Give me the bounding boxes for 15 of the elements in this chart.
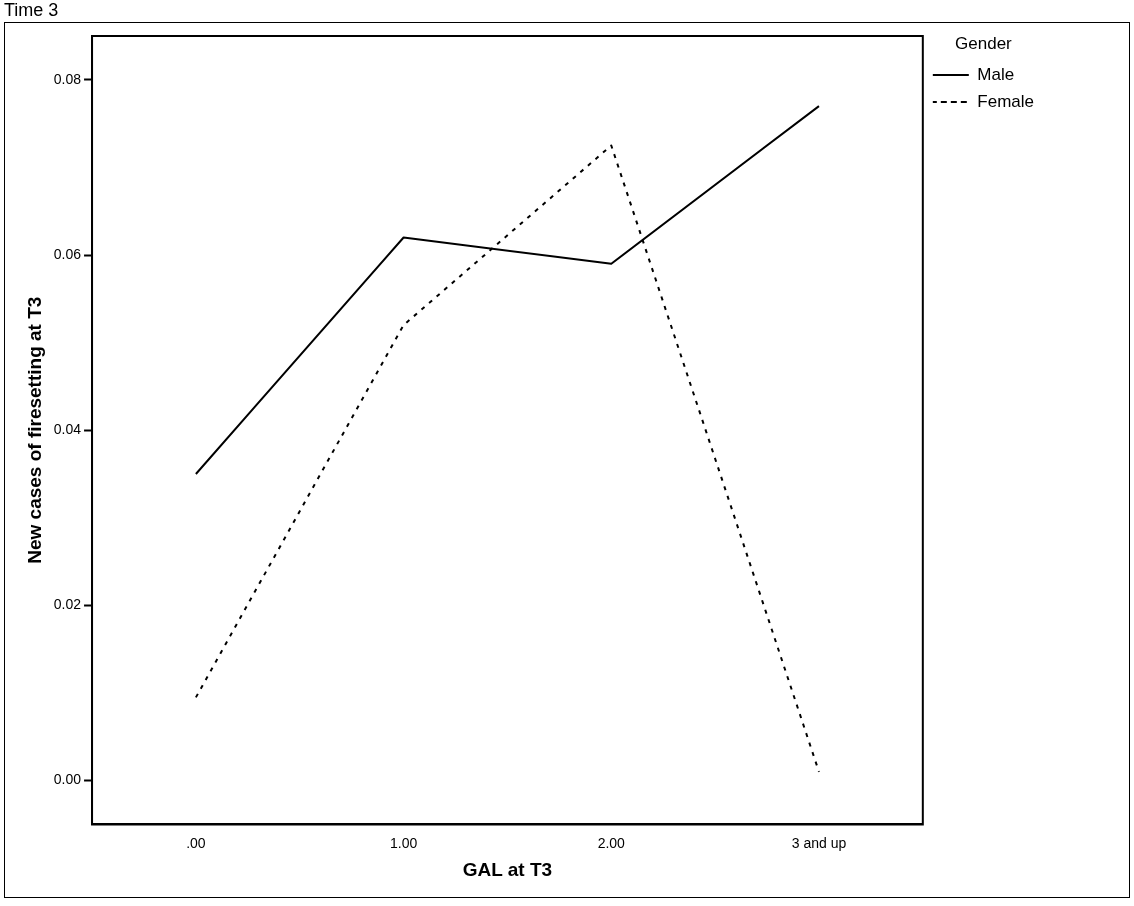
y-tick-label: 0.02: [53, 596, 82, 613]
legend-title: Gender: [955, 34, 1013, 54]
x-axis-title: GAL at T3: [462, 858, 553, 880]
y-axis-title: New cases of firesetting at T3: [23, 296, 45, 564]
x-tick-label: 3 and up: [791, 834, 847, 851]
y-tick-label: 0.04: [53, 421, 82, 438]
x-tick-label: 1.00: [389, 834, 418, 851]
y-tick-label: 0.08: [53, 70, 82, 87]
chart-title: Time 3: [4, 0, 59, 20]
x-tick-label: .00: [186, 834, 206, 851]
legend-label: Male: [977, 64, 1015, 84]
x-tick-label: 2.00: [597, 834, 626, 851]
y-tick-label: 0.06: [53, 245, 82, 262]
legend-label: Female: [977, 91, 1034, 111]
y-tick-label: 0.00: [53, 771, 82, 788]
